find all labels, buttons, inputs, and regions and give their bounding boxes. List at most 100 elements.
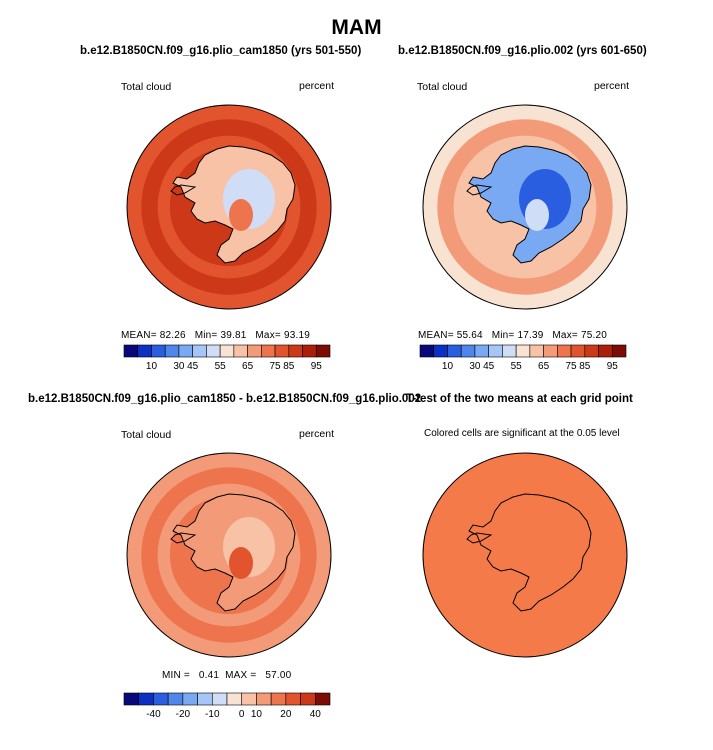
colorbar-cell — [433, 344, 448, 358]
colorbar-cell — [167, 692, 184, 706]
colorbar-cell — [598, 344, 613, 358]
colorbar-cell — [315, 344, 331, 358]
colorbar-cell — [285, 692, 301, 706]
panel-3-units-label: percent — [299, 428, 335, 440]
panel-1-variable-label: Total cloud — [121, 81, 172, 93]
colorbar-cell — [182, 692, 198, 706]
colorbar-tick-label: 45 — [187, 361, 199, 372]
colorbar-cell — [529, 344, 544, 358]
colorbar-tick-label: 65 — [242, 361, 254, 372]
peninsula-coastline — [466, 532, 493, 544]
colorbar-cell — [447, 344, 462, 358]
panel-4-subtitle: Colored cells are significant at the 0.0… — [424, 428, 620, 439]
panel-2-max-value: 75.20 — [580, 330, 607, 341]
colorbar-tick-label: 55 — [215, 361, 227, 372]
panel-4-title: T-test of the two means at each grid poi… — [406, 393, 633, 405]
colorbar-cell — [211, 692, 228, 706]
peninsula-coastline — [466, 184, 493, 196]
colorbar-cell — [123, 692, 140, 706]
colorbar-cell — [138, 692, 154, 706]
panel-3-map — [126, 452, 332, 658]
colorbar-cell — [274, 344, 290, 358]
colorbar-cell — [123, 344, 139, 358]
coastline — [172, 145, 296, 264]
panel-3-max-label: MAX = — [225, 670, 257, 681]
panel-2-mean-label: MEAN= — [418, 330, 454, 341]
panel-3-title: b.e12.B1850CN.f09_g16.plio_cam1850 - b.e… — [28, 393, 422, 405]
panel-3-stats: MIN = 0.41 MAX = 57.00 — [162, 670, 291, 681]
significance-fill — [423, 453, 627, 657]
colorbar-cell — [300, 692, 316, 706]
panel-2-map — [422, 104, 628, 310]
colorbar-tick-label: 95 — [311, 361, 323, 372]
panel-3-min-label: MIN = — [162, 670, 190, 681]
colorbar-cell — [256, 692, 272, 706]
colorbar-cell — [502, 344, 517, 358]
colorbar-cell — [557, 344, 572, 358]
colorbar-cell — [515, 344, 531, 358]
panel-2-mean-value: 55.64 — [456, 330, 483, 341]
panel-3-max-value: 57.00 — [265, 670, 292, 681]
colorbar-cell — [206, 344, 221, 358]
panel-4-map — [422, 452, 628, 658]
colorbar-tick-label: 55 — [511, 361, 523, 372]
colorbar-cell — [137, 344, 152, 358]
colorbar-tick-label: -20 — [176, 709, 191, 720]
panel-1-max-label: Max= — [255, 330, 281, 341]
panel-3-min-value: 0.41 — [198, 670, 220, 681]
coastline — [468, 145, 592, 264]
colorbar-tick-label: 10 — [146, 361, 158, 372]
colorbar-cell — [314, 692, 331, 706]
panel-1-colorbar: 10 30 45 55 65 75 85 95 — [123, 344, 331, 372]
panel-1-min-value: 39.81 — [220, 330, 247, 341]
panel-2-max-label: Max= — [552, 330, 578, 341]
panel-3-variable-label: Total cloud — [121, 429, 172, 441]
colorbar-cell — [247, 344, 262, 358]
panel-1-max-value: 93.19 — [283, 330, 310, 341]
colorbar-tick-label: 45 — [483, 361, 495, 372]
colorbar-tick-label: 30 — [173, 361, 185, 372]
colorbar-cell — [192, 344, 207, 358]
colorbar-cell — [164, 344, 180, 358]
colorbar-cell — [261, 344, 276, 358]
colorbar-tick-label: 75 — [566, 361, 578, 372]
colorbar-tick-label: 85 — [579, 361, 591, 372]
colorbar-cell — [153, 692, 169, 706]
colorbar-cell — [270, 692, 287, 706]
colorbar-tick-label: -40 — [146, 709, 161, 720]
colorbar-cell — [488, 344, 503, 358]
panel-1-min-label: Min= — [194, 330, 218, 341]
colorbar-cell — [197, 692, 213, 706]
colorbar-cell — [288, 344, 303, 358]
colorbar-cell — [151, 344, 166, 358]
panel-2-stats: MEAN= 55.64 Min= 17.39 Max= 75.20 — [418, 330, 607, 341]
colorbar-cell — [178, 344, 193, 358]
peninsula-coastline — [170, 184, 197, 196]
panel-2-variable-label: Total cloud — [417, 81, 468, 93]
map-boundary — [126, 452, 332, 658]
colorbar-cell — [460, 344, 476, 358]
panel-1-mean-value: 82.26 — [159, 330, 186, 341]
panel-2-title: b.e12.B1850CN.f09_g16.plio.002 (yrs 601-… — [398, 45, 647, 57]
plateau-core — [229, 547, 253, 579]
colorbar-tick-label: 0 — [239, 709, 245, 720]
plateau-core — [525, 199, 549, 231]
panel-1-mean-label: MEAN= — [121, 330, 157, 341]
colorbar-cell — [584, 344, 599, 358]
colorbar-tick-label: 10 — [251, 709, 263, 720]
colorbar-cell — [419, 344, 435, 358]
panel-2-min-label: Min= — [491, 330, 515, 341]
peninsula-coastline — [170, 532, 197, 544]
colorbar-tick-label: 40 — [310, 709, 322, 720]
panel-1-title: b.e12.B1850CN.f09_g16.plio_cam1850 (yrs … — [80, 45, 362, 57]
colorbar-tick-label: 75 — [270, 361, 282, 372]
colorbar-tick-label: 10 — [442, 361, 454, 372]
panel-2-min-value: 17.39 — [517, 330, 544, 341]
panel-2-units-label: percent — [594, 80, 630, 92]
plateau-core — [229, 199, 253, 231]
colorbar-tick-label: 65 — [538, 361, 550, 372]
colorbar-tick-label: -10 — [205, 709, 220, 720]
colorbar-cell — [302, 344, 317, 358]
colorbar-cell — [219, 344, 235, 358]
colorbar-cell — [226, 692, 243, 706]
